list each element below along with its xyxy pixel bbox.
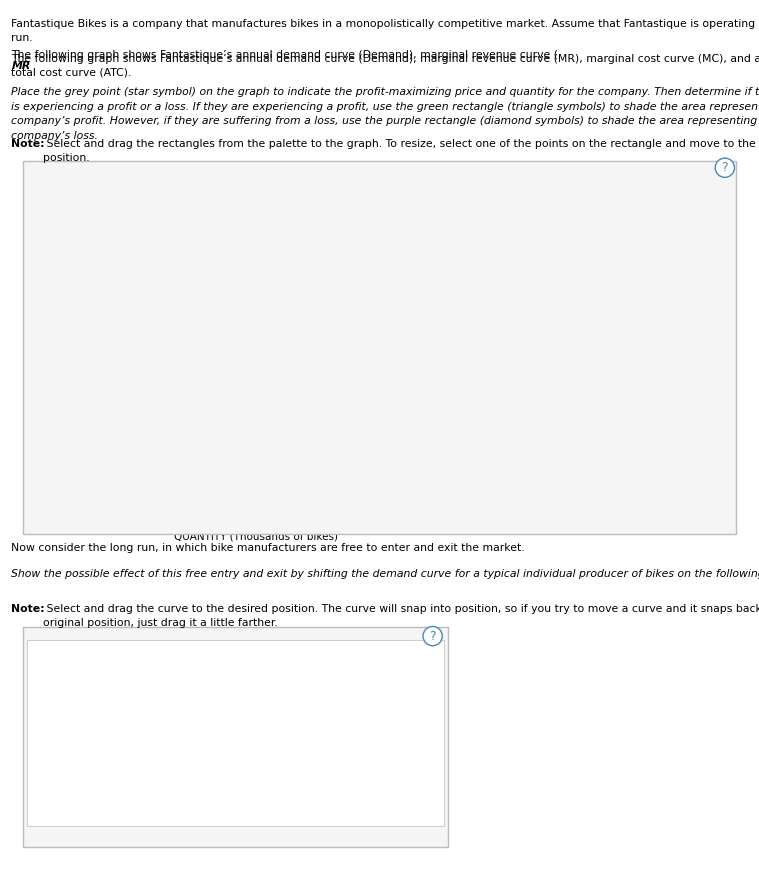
Text: The following graph shows Fantastique’s annual demand curve (Demand), marginal r: The following graph shows Fantastique’s … [11,50,559,61]
Text: ?: ? [430,630,436,642]
Text: Place the grey point (star symbol) on the graph to indicate the profit-maximizin: Place the grey point (star symbol) on th… [11,87,759,142]
Text: ATC: ATC [219,337,238,347]
Text: Loss: Loss [564,348,587,357]
Text: Fantastique Bikes is a company that manufactures bikes in a monopolistically com: Fantastique Bikes is a company that manu… [11,19,759,43]
Text: MC: MC [94,433,109,442]
X-axis label: QUANTITY (Thousands of bikes): QUANTITY (Thousands of bikes) [174,532,339,541]
Text: Now consider the long run, in which bike manufacturers are free to enter and exi: Now consider the long run, in which bike… [11,543,525,554]
Text: The following graph shows Fantastique’s annual demand curve (Demand), marginal r: The following graph shows Fantastique’s … [11,54,759,78]
Text: Select and drag the curve to the desired position. The curve will snap into posi: Select and drag the curve to the desired… [43,604,759,628]
Text: Select and drag the rectangles from the palette to the graph. To resize, select : Select and drag the rectangles from the … [43,139,759,163]
Text: MR: MR [11,61,30,71]
FancyBboxPatch shape [472,335,546,369]
Text: Mon Comp Outcome: Mon Comp Outcome [533,234,639,243]
Text: ?: ? [722,162,728,174]
Text: Note:: Note: [11,139,45,149]
FancyBboxPatch shape [472,280,546,314]
Text: MR: MR [304,494,320,504]
Text: Note:: Note: [11,604,45,614]
Text: Show the possible effect of this free entry and exit by shifting the demand curv: Show the possible effect of this free en… [11,569,759,580]
Y-axis label: PRICE (Dollars per bike): PRICE (Dollars per bike) [30,292,40,416]
Text: Demand: Demand [348,433,389,442]
Text: Profit: Profit [564,292,591,302]
